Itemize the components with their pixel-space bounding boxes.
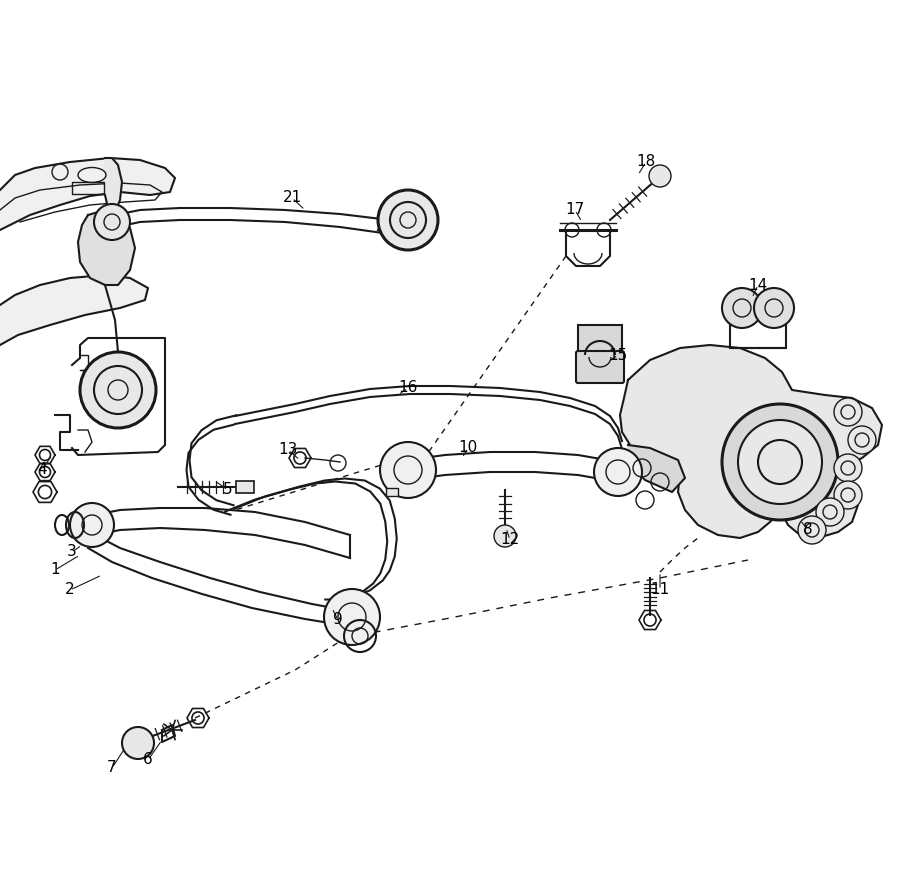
- Circle shape: [380, 442, 436, 498]
- Text: 8: 8: [803, 523, 813, 538]
- Text: 7: 7: [107, 760, 117, 775]
- Polygon shape: [0, 275, 148, 345]
- Text: 5: 5: [223, 483, 233, 498]
- Circle shape: [94, 204, 130, 240]
- Bar: [578, 325, 622, 353]
- Circle shape: [834, 481, 862, 509]
- Text: 4: 4: [37, 463, 47, 478]
- Circle shape: [494, 525, 516, 547]
- Text: 21: 21: [283, 190, 302, 205]
- Circle shape: [848, 426, 876, 454]
- FancyBboxPatch shape: [576, 351, 624, 383]
- Text: 1: 1: [50, 562, 59, 578]
- Text: 11: 11: [651, 582, 670, 597]
- Text: 6: 6: [143, 753, 153, 767]
- Text: 10: 10: [458, 441, 478, 456]
- Circle shape: [324, 589, 380, 645]
- Bar: [72, 182, 104, 194]
- Polygon shape: [628, 445, 685, 492]
- Text: 12: 12: [500, 533, 519, 547]
- Circle shape: [754, 288, 794, 328]
- Circle shape: [722, 404, 838, 520]
- Text: 16: 16: [399, 381, 418, 395]
- Text: 18: 18: [636, 155, 655, 169]
- Circle shape: [80, 352, 156, 428]
- Text: 3: 3: [68, 545, 76, 560]
- Bar: [386, 488, 398, 496]
- Text: 14: 14: [749, 278, 768, 292]
- Circle shape: [70, 503, 114, 547]
- Polygon shape: [78, 210, 135, 285]
- Circle shape: [378, 190, 438, 250]
- Text: 15: 15: [608, 347, 627, 362]
- Circle shape: [816, 498, 844, 526]
- Polygon shape: [0, 158, 175, 230]
- Circle shape: [798, 516, 826, 544]
- Text: 2: 2: [65, 582, 75, 597]
- Polygon shape: [105, 158, 122, 212]
- Circle shape: [834, 454, 862, 482]
- Polygon shape: [620, 345, 882, 538]
- Circle shape: [834, 398, 862, 426]
- Circle shape: [594, 448, 642, 496]
- Circle shape: [649, 165, 671, 187]
- Text: 9: 9: [333, 613, 343, 628]
- Circle shape: [722, 288, 762, 328]
- Bar: [236, 481, 254, 493]
- Text: 13: 13: [278, 443, 298, 457]
- Circle shape: [738, 420, 822, 504]
- Text: 17: 17: [565, 203, 585, 217]
- Circle shape: [122, 727, 154, 759]
